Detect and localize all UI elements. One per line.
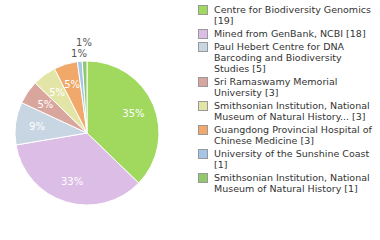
html-text:Smithsonian Institution, Natio: Smithsonian Institution, National Museum… — [214, 100, 370, 122]
svg-text:1%: 1% — [71, 48, 87, 59]
html-text:Centre for Biodiversity Genomi: Centre for Biodiversity Genomics [19] — [214, 4, 371, 26]
svg-text:9%: 9% — [29, 121, 45, 132]
svg-text:35%: 35% — [122, 108, 144, 119]
html-text:University of the Sunshine Coa: University of the Sunshine Coast [1] — [214, 148, 370, 170]
svg-text:1%: 1% — [76, 37, 92, 48]
svg-text:5%: 5% — [49, 87, 65, 98]
html-text:Sri Ramaswamy Memorial Univers: Sri Ramaswamy Memorial University [3] — [214, 76, 338, 98]
html-text:Guangdong Provincial Hospital: Guangdong Provincial Hospital of Chinese… — [214, 124, 372, 146]
html-text:Paul Hebert Centre for DNA Bar: Paul Hebert Centre for DNA Barcoding and… — [214, 41, 345, 74]
svg-text:5%: 5% — [38, 99, 54, 110]
html-text:Smithsonian Institution, Natio: Smithsonian Institution, National Museum… — [214, 172, 370, 194]
html-text:Mined from GenBank, NCBI [18]: Mined from GenBank, NCBI [18] — [214, 28, 366, 39]
svg-text:33%: 33% — [61, 176, 83, 187]
svg-text:5%: 5% — [64, 79, 80, 90]
